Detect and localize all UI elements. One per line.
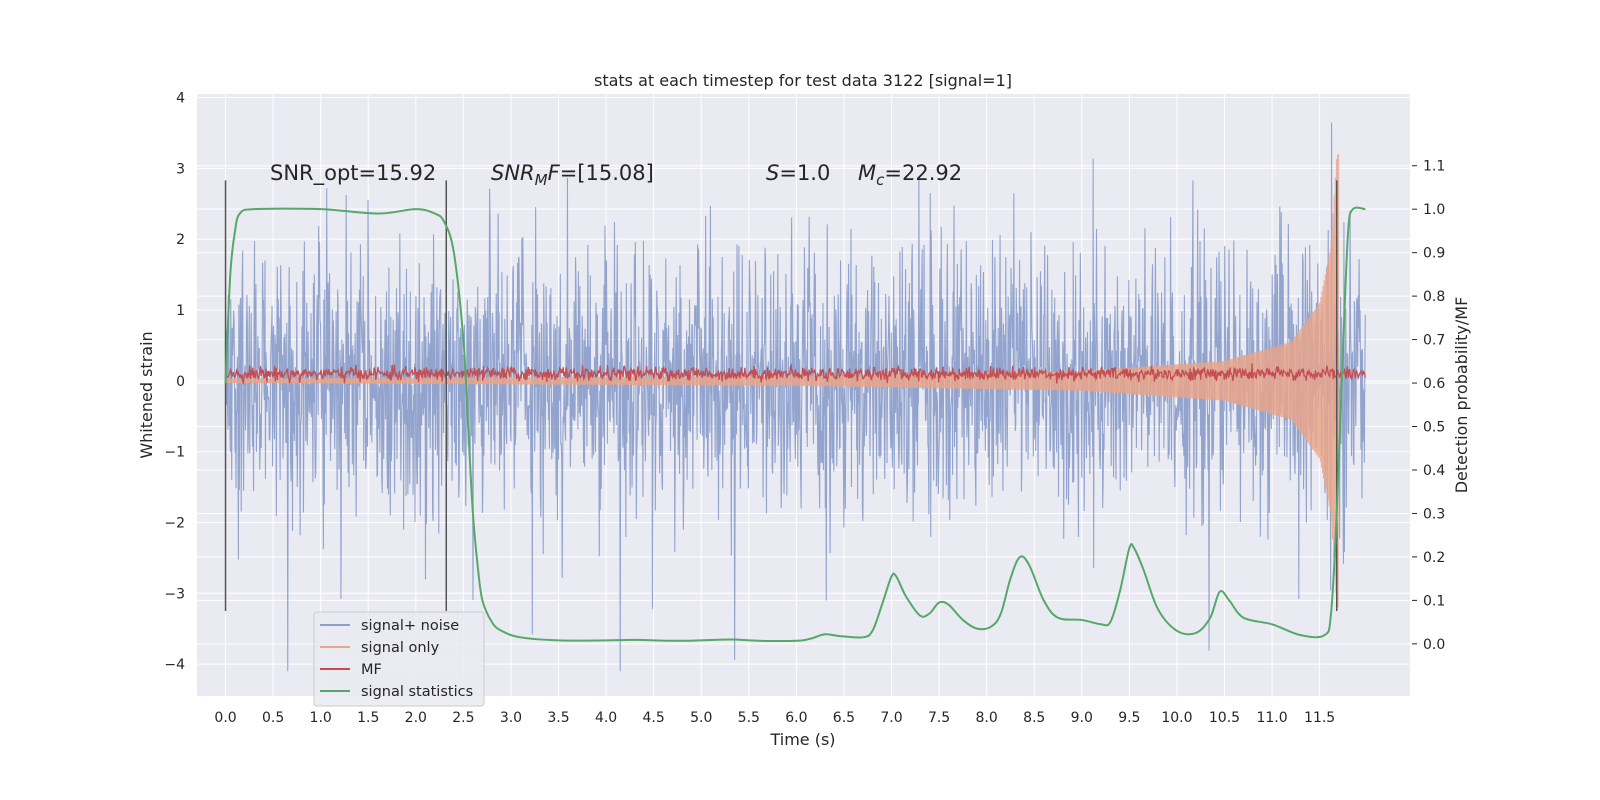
y2-axis-label: Detection probability/MF [1452,297,1471,494]
annotation-mc: Mc=22.92 [858,161,962,189]
y-tick-label: 2 [176,232,185,248]
chart-title: stats at each timestep for test data 312… [594,71,1012,90]
vertical-markers [224,180,1366,643]
x-tick-label: 6.5 [833,710,855,726]
y-tick-label: 4 [176,91,185,107]
mc-main: M [858,161,876,185]
y-tick-label: −4 [164,657,185,673]
x-tick-label: 0.0 [214,710,236,726]
series-mf [224,363,1366,386]
y-axis-label: Whitened strain [137,331,156,458]
legend-label-mf: MF [361,662,382,678]
series-signal-statistics [224,206,1366,643]
y2-tick-label: 1.0 [1423,202,1445,218]
s-value: =1.0 [779,161,830,185]
y2-tick-label: 0.6 [1423,376,1445,392]
x-tick-label: 10.0 [1161,710,1192,726]
x-tick-label: 3.0 [500,710,522,726]
x-tick-label: 2.0 [405,710,427,726]
y2-tick-label: 0.3 [1423,506,1445,522]
x-tick-label: 3.5 [547,710,569,726]
y2-tick-label: 0.2 [1423,550,1445,566]
x-tick-label: 2.5 [452,710,474,726]
legend-label-signal-statistics: signal statistics [361,684,473,700]
x-tick-label: 8.5 [1023,710,1045,726]
x-axis-label: Time (s) [769,730,835,749]
x-tick-label: 8.0 [976,710,998,726]
x-tick-label: 5.5 [738,710,760,726]
legend-label-signal-only: signal only [361,640,440,656]
y-tick-label: −2 [164,515,185,531]
x-tick-label: 11.5 [1304,710,1335,726]
series-signal-noise [224,122,1366,672]
y-tick-label: 0 [176,374,185,390]
x-tick-label: 7.0 [880,710,902,726]
legend-box [313,611,485,707]
y2-tick-label: 0.0 [1423,637,1445,653]
y2-tick-label: 0.1 [1423,593,1445,609]
y2-tick-label: 0.5 [1423,420,1445,436]
y-tick-label: 1 [176,303,185,319]
snr-mf-rest: F [548,161,561,185]
snr-mf-main: SNR [491,161,535,185]
x-tick-label: 11.0 [1256,710,1287,726]
x-tick-label: 0.5 [262,710,284,726]
annotation-snr-opt: SNR_opt=15.92 [270,161,436,186]
legend: signal+ noise signal only MF signal stat… [313,611,485,707]
legend-label-signal-noise: signal+ noise [361,618,459,634]
y2-tick-label: 0.8 [1423,289,1445,305]
y-tick-label: 3 [176,161,185,177]
x-tick-label: 4.0 [595,710,617,726]
tick-labels: 0.0 0.5 1.0 1.5 2.0 2.5 3.0 3.5 4.0 4.5 5.0 5.5 6.0 6… [164,91,1445,726]
s-main: S [766,161,779,185]
x-tick-label: 4.5 [643,710,665,726]
x-tick-label: 5.0 [690,710,712,726]
annotation-snr-mf: SNRMF=[15.08] [491,161,654,189]
y-tick-label: −3 [164,586,185,602]
x-tick-label: 9.0 [1071,710,1093,726]
x-tick-label: 9.5 [1118,710,1140,726]
x-tick-label: 1.0 [310,710,332,726]
series-layer [224,122,1366,672]
x-tick-label: 6.0 [785,710,807,726]
y2-tick-label: 1.1 [1423,159,1445,175]
snr-mf-value: =[15.08] [560,161,654,185]
annotation-s: S=1.0 [766,161,830,185]
x-tick-label: 10.5 [1209,710,1240,726]
snr-mf-sub: M [535,171,548,189]
mc-value: =22.92 [884,161,962,185]
y2-tick-label: 0.4 [1423,463,1445,479]
x-tick-label: 1.5 [357,710,379,726]
y2-tick-label: 0.9 [1423,246,1445,262]
x-tick-label: 7.5 [928,710,950,726]
y2-tick-label: 0.7 [1423,333,1445,349]
y-tick-label: −1 [164,445,185,461]
mc-sub: c [876,171,885,189]
